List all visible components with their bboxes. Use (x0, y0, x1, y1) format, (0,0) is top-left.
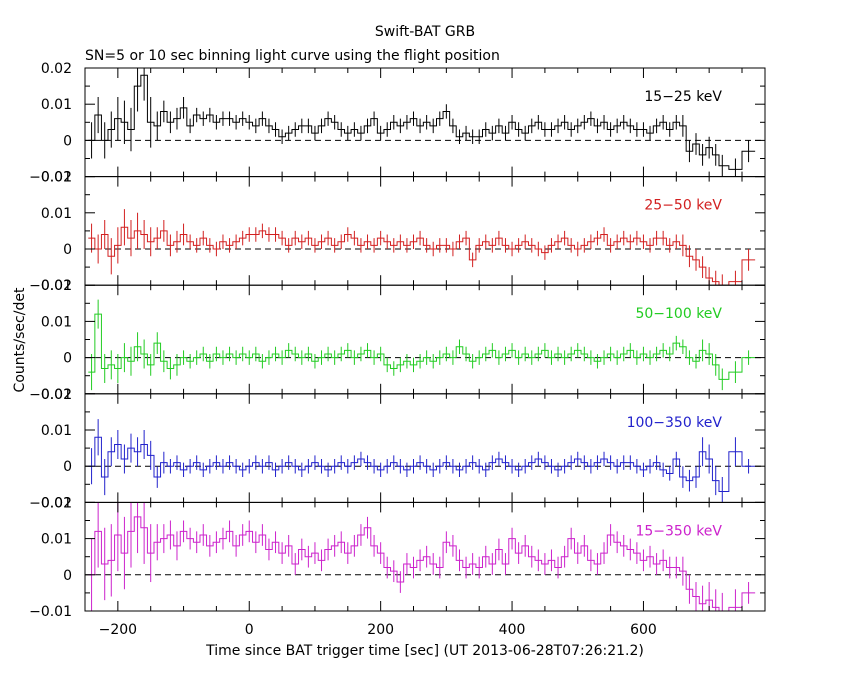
panel-4-y-tick-label: 0.01 (41, 423, 72, 439)
panel-4-y-tick-label: 0 (63, 459, 72, 475)
panel-2-y-tick-label: −0.01 (29, 278, 72, 294)
panel-3-y-tick-label: 0 (63, 351, 72, 367)
panel-4-frame (84, 393, 766, 503)
panel-1-step-line (88, 74, 756, 170)
panel-2: −0.01 0 0.01 0.02 25−50 keV (29, 170, 766, 294)
panel-4-step-line (88, 436, 756, 493)
panel-3-frame (84, 284, 766, 395)
panel-2-step-line (88, 226, 756, 286)
panel-2-band-label: 25−50 keV (644, 198, 722, 214)
panel-5: −0.01 0 0.01 0.02 15−350 keV (29, 495, 766, 620)
x-tick-label: 400 (499, 622, 526, 638)
panel-1-y-tick-label: 0.02 (41, 61, 72, 77)
x-axis-label: Time since BAT trigger time [sec] (UT 20… (205, 643, 644, 659)
panel-4-y-tick-label: −0.01 (29, 495, 72, 511)
panel-2-y-tick-label: 0.02 (41, 170, 72, 186)
panel-4-band-label: 100−350 keV (627, 415, 723, 431)
panel-5-y-tick-label: −0.01 (29, 604, 72, 620)
chart-title: Swift-BAT GRB (375, 24, 475, 40)
panel-5-y-tick-label: 0 (63, 568, 72, 584)
panel-1-y-tick-label: 0.01 (41, 97, 72, 113)
panel-3-y-tick-label: 0.01 (41, 314, 72, 330)
panel-3-series (88, 299, 756, 391)
panel-1-y-tick-label: 0 (63, 133, 72, 149)
panel-5-band-label: 15−350 keV (635, 523, 722, 539)
panel-1-series (88, 68, 756, 177)
panel-3-step-line (88, 313, 756, 380)
chart-subtitle: SN=5 or 10 sec binning light curve using… (85, 48, 500, 64)
panel-3-y-tick-label: −0.01 (29, 387, 72, 403)
panel-5-series (88, 502, 756, 611)
panels-group: −0.01 0 0.01 0.02 15−25 keV −0.01 0 0.01 0.02 25−… (29, 61, 766, 638)
panel-2-y-tick-label: 0.01 (41, 206, 72, 222)
panel-5-y-tick-label: 0.01 (41, 532, 72, 548)
x-tick-label: 0 (245, 622, 254, 638)
panel-5-step-line (88, 516, 756, 611)
panel-3: −0.01 0 0.01 0.02 50−100 keV (29, 278, 766, 403)
panel-3-band-label: 50−100 keV (635, 306, 722, 322)
x-tick-label: 200 (367, 622, 394, 638)
panel-4-series (88, 419, 756, 503)
y-axis-label: Counts/sec/det (12, 287, 28, 392)
panel-3-y-tick-label: 0.02 (41, 278, 72, 294)
panel-2-y-tick-label: 0 (63, 242, 72, 258)
panel-1-band-label: 15−25 keV (644, 89, 722, 105)
panel-4-y-tick-label: 0.02 (41, 387, 72, 403)
panel-1: −0.01 0 0.01 0.02 15−25 keV (29, 61, 766, 186)
panel-5-y-tick-label: 0.02 (41, 495, 72, 511)
panel-4: −0.01 0 0.01 0.02 100−350 keV (29, 387, 766, 511)
panel-2-series (88, 209, 756, 286)
x-tick-label: −200 (99, 622, 137, 638)
x-tick-label: 600 (630, 622, 657, 638)
panel-1-y-tick-label: −0.01 (29, 170, 72, 186)
